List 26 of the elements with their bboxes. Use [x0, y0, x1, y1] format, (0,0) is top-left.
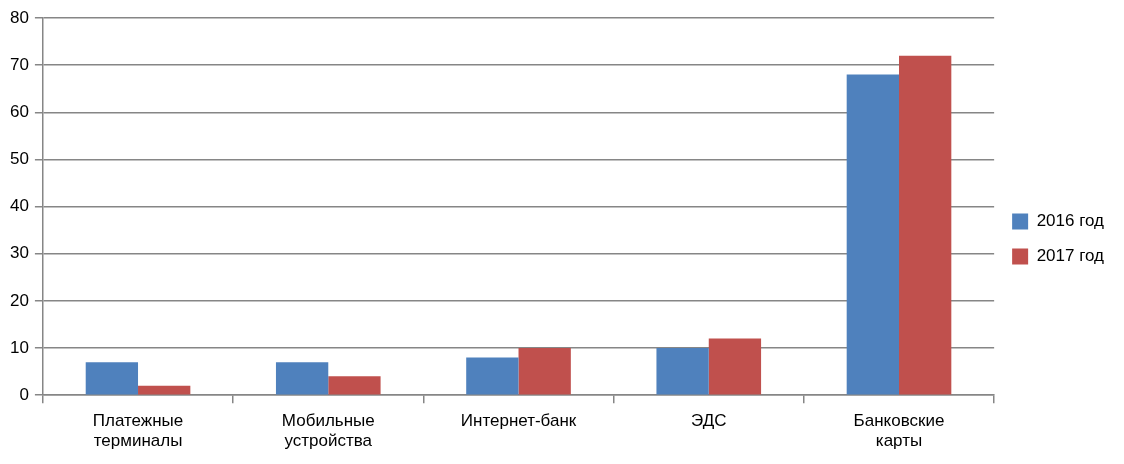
y-tick-label: 60 — [9, 101, 29, 121]
y-tick-label: 50 — [9, 149, 29, 169]
bar — [466, 357, 519, 395]
bar — [656, 348, 709, 395]
x-tick-label: Банковские карты — [853, 411, 945, 451]
bar — [708, 338, 762, 395]
y-tick-label: 70 — [9, 54, 29, 74]
legend-label: 2016 год — [1036, 211, 1105, 231]
bar — [518, 348, 571, 395]
y-tick-label: 40 — [9, 196, 29, 216]
y-tick-label: 80 — [9, 7, 29, 27]
y-tick-label: 0 — [19, 384, 29, 404]
bar — [138, 385, 191, 395]
bar — [275, 362, 329, 395]
bar — [328, 376, 381, 395]
x-tick-label: Интернет-банк — [460, 411, 577, 431]
y-tick-label: 10 — [9, 337, 29, 357]
legend-label: 2017 год — [1036, 246, 1105, 266]
bar — [899, 55, 952, 395]
x-tick-label: Платежные терминалы — [92, 411, 184, 451]
y-tick-label: 30 — [9, 243, 29, 263]
x-tick-label: ЭДС — [691, 411, 727, 431]
bar — [85, 362, 139, 395]
y-tick-label: 20 — [9, 290, 29, 310]
x-tick-label: Мобильные устройства — [281, 411, 375, 451]
bar — [846, 74, 900, 395]
